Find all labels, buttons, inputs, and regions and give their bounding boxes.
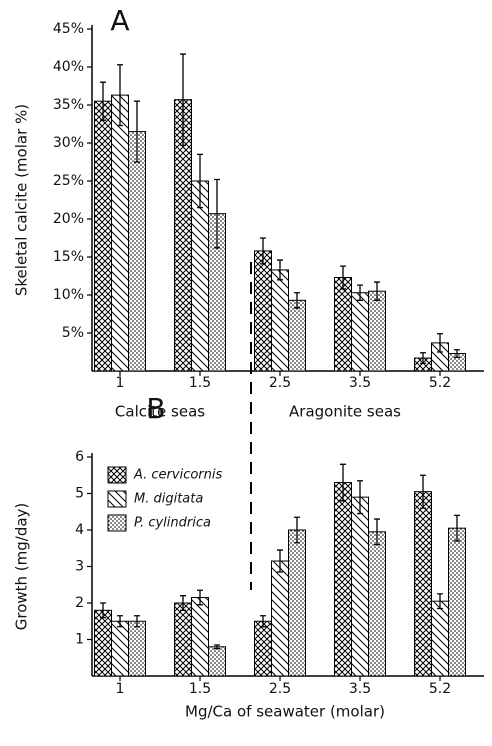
error-bar [437, 593, 443, 610]
error-bar [100, 602, 106, 619]
y-tick-label: 4 [75, 522, 84, 538]
error-bar [454, 349, 460, 358]
error-bar [260, 237, 266, 265]
error-bar [134, 100, 140, 163]
bar [128, 620, 146, 677]
error-bar [117, 64, 123, 127]
bar [334, 277, 352, 372]
bar [288, 299, 306, 372]
y-tick-label: 20% [53, 211, 84, 227]
bar [271, 560, 289, 677]
error-bar [294, 292, 300, 309]
error-bar [277, 549, 283, 573]
error-bar [117, 615, 123, 628]
error-bar [357, 480, 363, 515]
x-tick-label: 1 [116, 375, 125, 391]
bar [448, 527, 466, 677]
x-tick-label: 5.2 [429, 375, 451, 391]
bar [94, 100, 112, 372]
error-bar [340, 265, 346, 290]
y-tick-label: 35% [53, 97, 84, 113]
error-bar [197, 153, 203, 209]
bar [368, 290, 386, 372]
bar [271, 269, 289, 372]
y-tick-label: 10% [53, 287, 84, 303]
x-tick-label: 2.5 [269, 681, 291, 697]
bar [208, 646, 226, 677]
error-bar [420, 474, 426, 509]
error-bar [420, 352, 426, 365]
error-bar [197, 589, 203, 606]
bar [334, 482, 352, 677]
panel-letter: B [146, 392, 165, 425]
x-axis-label: Mg/Ca of seawater (molar) [185, 703, 385, 721]
error-bar [180, 53, 186, 146]
legend-swatch [107, 514, 127, 532]
y-tick-label: 45% [53, 21, 84, 37]
bar [368, 531, 386, 677]
y-tick-label: 15% [53, 249, 84, 265]
y-tick-label: 25% [53, 173, 84, 189]
y-tick-label: 40% [53, 59, 84, 75]
y-tick-label: 6 [75, 449, 84, 465]
error-bar [214, 178, 220, 249]
bar [94, 609, 112, 677]
panel-letter: A [110, 4, 129, 37]
legend-label: A. cervicornis [133, 468, 222, 483]
error-bar [260, 615, 266, 628]
y-tick-label: 5 [75, 486, 84, 502]
annotation: Calcite seas [115, 403, 205, 421]
error-bar [357, 284, 363, 301]
bar [351, 292, 369, 372]
bar [191, 180, 209, 372]
error-bar [180, 595, 186, 611]
bar [414, 491, 432, 677]
y-tick-label: 30% [53, 135, 84, 151]
x-tick-label: 3.5 [349, 375, 371, 391]
bar [288, 529, 306, 677]
error-bar [134, 615, 140, 628]
bar [111, 620, 129, 677]
bar [111, 94, 129, 372]
y-axis-label: Skeletal calcite (molar %) [13, 104, 31, 296]
error-bar [340, 463, 346, 502]
bar [128, 131, 146, 372]
y-axis-label: Growth (mg/day) [13, 503, 31, 631]
legend-swatch [107, 466, 127, 484]
y-tick-label: 1 [75, 632, 84, 648]
error-bar [277, 259, 283, 281]
legend-label: P. cylindrica [134, 516, 211, 531]
error-bar [100, 81, 106, 121]
legend-label: M. digitata [134, 492, 203, 507]
legend-swatch [107, 490, 127, 508]
annotation: Aragonite seas [289, 403, 401, 421]
bar [191, 597, 209, 677]
bar [174, 602, 192, 677]
y-tick-label: 5% [62, 325, 84, 341]
x-tick-label: 1 [116, 681, 125, 697]
x-tick-label: 5.2 [429, 681, 451, 697]
x-tick-label: 1.5 [189, 681, 211, 697]
x-tick-label: 3.5 [349, 681, 371, 697]
error-bar [214, 644, 220, 650]
bar [254, 250, 272, 372]
y-tick-label: 3 [75, 559, 84, 575]
error-bar [294, 516, 300, 544]
error-bar [374, 518, 380, 546]
error-bar [374, 281, 380, 301]
bar [431, 600, 449, 677]
error-bar [437, 333, 443, 353]
error-bar [454, 514, 460, 542]
x-tick-label: 1.5 [189, 375, 211, 391]
bar [351, 496, 369, 677]
bar [254, 620, 272, 677]
x-tick-label: 2.5 [269, 375, 291, 391]
y-tick-label: 2 [75, 595, 84, 611]
